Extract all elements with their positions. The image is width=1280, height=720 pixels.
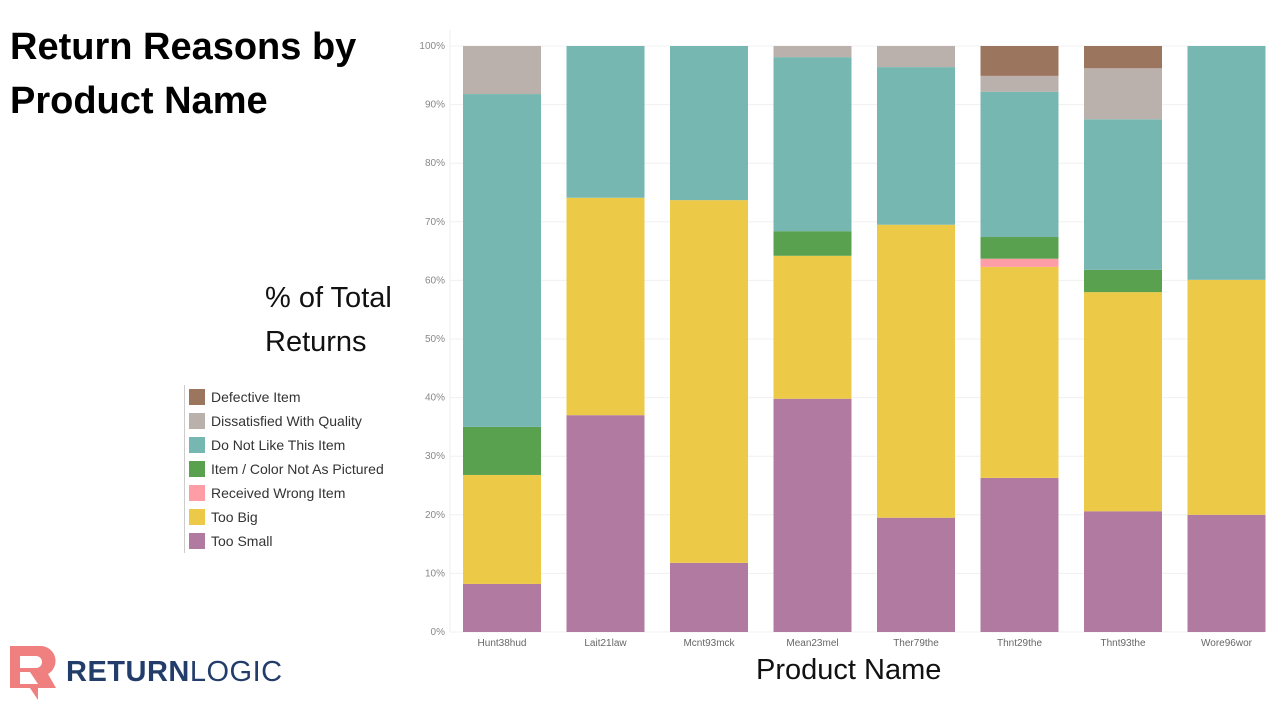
bar-segment <box>773 57 852 232</box>
y-tick-label: 90% <box>425 100 445 111</box>
bar-segment <box>773 46 852 58</box>
bar-segment <box>773 255 852 399</box>
x-tick-label: Ther79the <box>893 638 939 649</box>
logo-text-bold: RETURN <box>66 655 190 688</box>
logo-r-icon <box>10 645 56 700</box>
x-tick-label: Thnt29the <box>997 638 1042 649</box>
legend-label: Too Small <box>211 533 273 549</box>
legend-item: Defective Item <box>189 385 384 409</box>
bar-segment <box>1084 269 1162 293</box>
bar-segment <box>463 46 541 95</box>
bar-segment <box>980 75 1059 92</box>
legend-label: Dissatisfied With Quality <box>211 413 362 429</box>
y-tick-label: 80% <box>425 158 445 169</box>
legend-label: Defective Item <box>211 389 301 405</box>
bar-segment <box>877 46 955 68</box>
bar-segment <box>1084 46 1162 69</box>
y-tick-label: 60% <box>425 275 445 286</box>
legend-label: Received Wrong Item <box>211 485 346 501</box>
bar-segment <box>980 266 1059 478</box>
legend-item: Dissatisfied With Quality <box>189 409 384 433</box>
bar-segment <box>1084 119 1162 270</box>
bar-segment <box>980 91 1059 238</box>
legend-item: Too Big <box>189 505 384 529</box>
bar-segment <box>463 94 541 427</box>
bar-segment <box>877 224 955 518</box>
x-tick-label: Lait21law <box>584 638 627 649</box>
legend-label: Too Big <box>211 509 258 525</box>
bar-segment <box>566 46 645 198</box>
y-tick-label: 10% <box>425 568 445 579</box>
x-tick-label: Wore96wor <box>1201 638 1253 649</box>
legend-item: Received Wrong Item <box>189 481 384 505</box>
bar-segment <box>877 67 955 225</box>
legend-swatch <box>189 461 205 477</box>
bar-segment <box>1187 514 1266 632</box>
bar-segment <box>1187 279 1266 515</box>
bar-segment <box>566 197 645 416</box>
y-tick-label: 40% <box>425 393 445 404</box>
bar-segment <box>980 46 1059 76</box>
logo: RETURN LOGIC <box>8 644 283 700</box>
legend-swatch <box>189 533 205 549</box>
bar-segment <box>877 517 955 632</box>
x-tick-label: Mcnt93mck <box>683 638 735 649</box>
legend-swatch <box>189 485 205 501</box>
x-axis-label: Product Name <box>756 654 942 686</box>
bar-segment <box>980 237 1059 259</box>
bar-segment <box>1187 46 1266 280</box>
bar-segment <box>1084 68 1162 120</box>
legend: Defective Item Dissatisfied With Quality D… <box>184 385 384 553</box>
legend-item: Item / Color Not As Pictured <box>189 457 384 481</box>
bar-segment <box>980 477 1059 632</box>
bar-segment <box>463 583 541 632</box>
y-tick-label: 100% <box>419 41 445 52</box>
x-tick-label: Thnt93the <box>1100 638 1145 649</box>
bar-segment <box>463 426 541 475</box>
chart-title: Return Reasons by Product Name <box>10 26 357 122</box>
y-tick-label: 70% <box>425 217 445 228</box>
legend-label: Do Not Like This Item <box>211 437 346 453</box>
legend-swatch <box>189 413 205 429</box>
bar-segment <box>670 200 748 563</box>
bar-segment <box>773 398 852 632</box>
bar-segment <box>670 46 748 201</box>
legend-label: Item / Color Not As Pictured <box>211 461 384 477</box>
bar-segment <box>1084 511 1162 632</box>
legend-item: Do Not Like This Item <box>189 433 384 457</box>
bar-segment <box>980 258 1059 267</box>
x-tick-label: Hunt38hud <box>478 638 527 649</box>
legend-swatch <box>189 509 205 525</box>
bar-segment <box>463 474 541 584</box>
bar-segment <box>670 562 748 632</box>
legend-swatch <box>189 389 205 405</box>
bar-segment <box>566 415 645 632</box>
x-tick-label: Mean23mel <box>786 638 838 649</box>
y-tick-label: 20% <box>425 510 445 521</box>
y-tick-label: 50% <box>425 334 445 345</box>
bar-segment <box>773 231 852 256</box>
y-tick-label: 30% <box>425 451 445 462</box>
legend-item: Too Small <box>189 529 384 553</box>
y-axis-label: % of Total Returns <box>265 282 392 358</box>
y-tick-label: 0% <box>431 627 446 638</box>
legend-swatch <box>189 437 205 453</box>
logo-text-light: LOGIC <box>189 655 283 688</box>
bar-segment <box>1084 292 1162 512</box>
